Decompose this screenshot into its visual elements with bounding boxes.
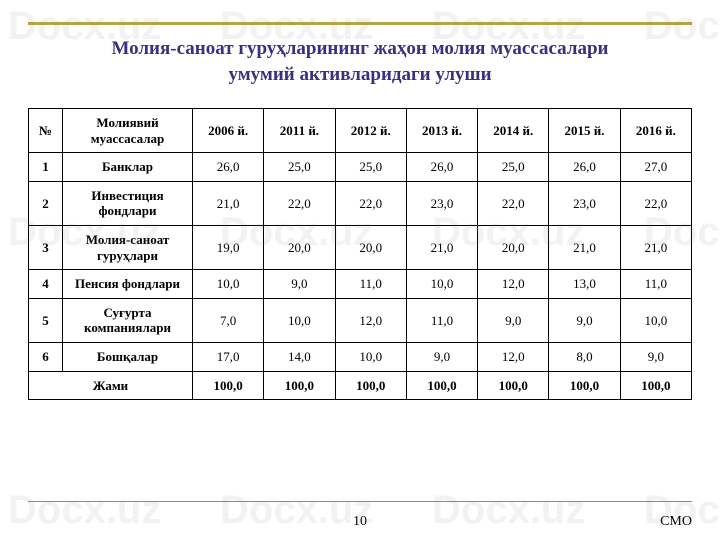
page-number: 10 <box>0 514 720 530</box>
cell-name: Молия-саноат гуруҳлари <box>63 225 193 269</box>
cell-value: 12,0 <box>478 270 549 299</box>
cell-num: 6 <box>29 342 63 371</box>
top-rule <box>28 22 692 25</box>
cell-num: 2 <box>29 181 63 225</box>
cell-value: 9,0 <box>406 342 477 371</box>
cell-value: 8,0 <box>549 342 620 371</box>
col-2015: 2015 й. <box>549 109 620 153</box>
cell-value: 25,0 <box>478 153 549 182</box>
cell-name: Бошқалар <box>63 342 193 371</box>
col-num: № <box>29 109 63 153</box>
total-value: 100,0 <box>406 371 477 400</box>
cell-value: 10,0 <box>193 270 264 299</box>
data-table: № Молиявий муассасалар 2006 й. 2011 й. 2… <box>28 108 692 400</box>
table-row: 2Инвестиция фондлари21,022,022,023,022,0… <box>29 181 692 225</box>
cell-value: 13,0 <box>549 270 620 299</box>
cell-value: 10,0 <box>406 270 477 299</box>
cell-value: 9,0 <box>620 342 691 371</box>
cell-value: 19,0 <box>193 225 264 269</box>
cell-value: 11,0 <box>335 270 406 299</box>
cell-value: 9,0 <box>549 298 620 342</box>
cell-value: 20,0 <box>335 225 406 269</box>
cell-value: 14,0 <box>264 342 335 371</box>
cell-value: 27,0 <box>620 153 691 182</box>
col-2014: 2014 й. <box>478 109 549 153</box>
cell-value: 25,0 <box>335 153 406 182</box>
page-title: Молия-саноат гуруҳларининг жаҳон молия м… <box>0 36 720 87</box>
col-2011: 2011 й. <box>264 109 335 153</box>
data-table-wrap: № Молиявий муассасалар 2006 й. 2011 й. 2… <box>28 108 692 400</box>
cell-value: 22,0 <box>620 181 691 225</box>
total-value: 100,0 <box>193 371 264 400</box>
cell-value: 10,0 <box>264 298 335 342</box>
cell-name: Инвестиция фондлари <box>63 181 193 225</box>
cell-name: Суғурта компаниялари <box>63 298 193 342</box>
table-row: 6Бошқалар17,014,010,09,012,08,09,0 <box>29 342 692 371</box>
cell-value: 12,0 <box>335 298 406 342</box>
cell-value: 26,0 <box>193 153 264 182</box>
col-name: Молиявий муассасалар <box>63 109 193 153</box>
cell-value: 22,0 <box>335 181 406 225</box>
total-value: 100,0 <box>478 371 549 400</box>
cell-num: 4 <box>29 270 63 299</box>
footer-label: СМО <box>660 514 692 530</box>
title-line-2: умумий активларидаги улуши <box>228 64 491 85</box>
total-value: 100,0 <box>549 371 620 400</box>
table-row: 4Пенсия фондлари10,09,011,010,012,013,01… <box>29 270 692 299</box>
table-total-row: Жами100,0100,0100,0100,0100,0100,0100,0 <box>29 371 692 400</box>
total-label: Жами <box>29 371 193 400</box>
cell-value: 10,0 <box>335 342 406 371</box>
title-line-1: Молия-саноат гуруҳларининг жаҳон молия м… <box>111 38 608 59</box>
table-row: 5Суғурта компаниялари7,010,012,011,09,09… <box>29 298 692 342</box>
cell-value: 23,0 <box>549 181 620 225</box>
cell-value: 21,0 <box>406 225 477 269</box>
cell-num: 5 <box>29 298 63 342</box>
cell-value: 25,0 <box>264 153 335 182</box>
cell-value: 21,0 <box>549 225 620 269</box>
cell-value: 21,0 <box>193 181 264 225</box>
cell-value: 23,0 <box>406 181 477 225</box>
bottom-rule <box>28 501 692 502</box>
table-row: 1Банклар26,025,025,026,025,026,027,0 <box>29 153 692 182</box>
col-2006: 2006 й. <box>193 109 264 153</box>
total-value: 100,0 <box>335 371 406 400</box>
cell-value: 12,0 <box>478 342 549 371</box>
cell-value: 20,0 <box>264 225 335 269</box>
cell-num: 1 <box>29 153 63 182</box>
cell-value: 17,0 <box>193 342 264 371</box>
cell-value: 7,0 <box>193 298 264 342</box>
cell-value: 9,0 <box>478 298 549 342</box>
cell-value: 10,0 <box>620 298 691 342</box>
cell-value: 9,0 <box>264 270 335 299</box>
table-body: 1Банклар26,025,025,026,025,026,027,02Инв… <box>29 153 692 400</box>
cell-num: 3 <box>29 225 63 269</box>
col-2012: 2012 й. <box>335 109 406 153</box>
cell-value: 22,0 <box>478 181 549 225</box>
cell-value: 26,0 <box>549 153 620 182</box>
cell-value: 26,0 <box>406 153 477 182</box>
total-value: 100,0 <box>620 371 691 400</box>
cell-value: 22,0 <box>264 181 335 225</box>
total-value: 100,0 <box>264 371 335 400</box>
cell-value: 21,0 <box>620 225 691 269</box>
cell-name: Пенсия фондлари <box>63 270 193 299</box>
cell-name: Банклар <box>63 153 193 182</box>
cell-value: 11,0 <box>406 298 477 342</box>
cell-value: 11,0 <box>620 270 691 299</box>
col-2013: 2013 й. <box>406 109 477 153</box>
table-row: 3Молия-саноат гуруҳлари19,020,020,021,02… <box>29 225 692 269</box>
table-header-row: № Молиявий муассасалар 2006 й. 2011 й. 2… <box>29 109 692 153</box>
cell-value: 20,0 <box>478 225 549 269</box>
col-2016: 2016 й. <box>620 109 691 153</box>
